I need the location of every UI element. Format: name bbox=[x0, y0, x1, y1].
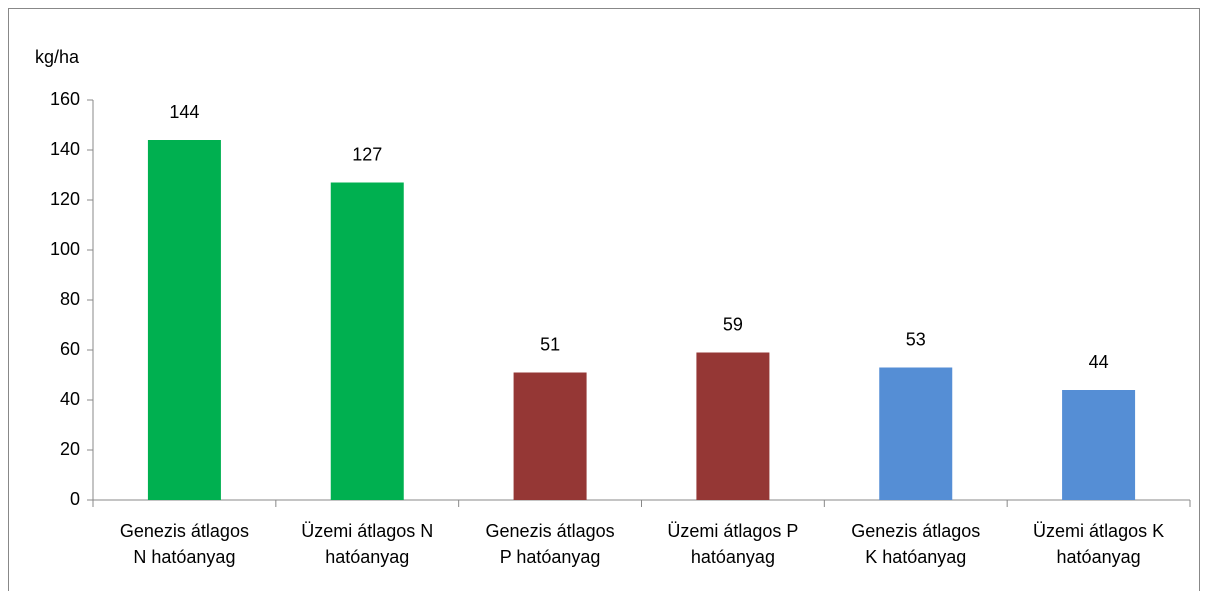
y-tick-label: 140 bbox=[50, 139, 80, 159]
y-tick-label: 100 bbox=[50, 239, 80, 259]
x-tick-label: K hatóanyag bbox=[865, 547, 966, 567]
y-tick-label: 160 bbox=[50, 89, 80, 109]
bar bbox=[513, 372, 587, 500]
data-label: 53 bbox=[906, 329, 926, 349]
y-tick-label: 0 bbox=[70, 489, 80, 509]
data-label: 44 bbox=[1089, 352, 1109, 372]
data-label: 127 bbox=[352, 144, 382, 164]
x-tick-label: hatóanyag bbox=[1057, 547, 1141, 567]
y-tick-label: 60 bbox=[60, 339, 80, 359]
bar bbox=[696, 352, 770, 500]
y-tick-label: 40 bbox=[60, 389, 80, 409]
bar bbox=[879, 367, 953, 500]
x-tick-label: Üzemi átlagos P bbox=[667, 521, 798, 541]
bar bbox=[147, 140, 221, 500]
y-tick-label: 120 bbox=[50, 189, 80, 209]
x-tick-label: P hatóanyag bbox=[500, 547, 601, 567]
y-axis-label: kg/ha bbox=[35, 47, 80, 67]
x-tick-label: Üzemi átlagos K bbox=[1033, 521, 1164, 541]
data-label: 144 bbox=[169, 102, 199, 122]
x-tick-label: hatóanyag bbox=[325, 547, 409, 567]
x-tick-label: N hatóanyag bbox=[133, 547, 235, 567]
x-tick-label: Genezis átlagos bbox=[486, 521, 615, 541]
y-tick-label: 80 bbox=[60, 289, 80, 309]
bar bbox=[330, 182, 404, 500]
x-tick-label: Üzemi átlagos N bbox=[301, 521, 433, 541]
x-tick-label: hatóanyag bbox=[691, 547, 775, 567]
x-tick-label: Genezis átlagos bbox=[120, 521, 249, 541]
y-tick-label: 20 bbox=[60, 439, 80, 459]
data-label: 51 bbox=[540, 334, 560, 354]
x-tick-label: Genezis átlagos bbox=[851, 521, 980, 541]
data-label: 59 bbox=[723, 314, 743, 334]
bar bbox=[1062, 390, 1136, 500]
